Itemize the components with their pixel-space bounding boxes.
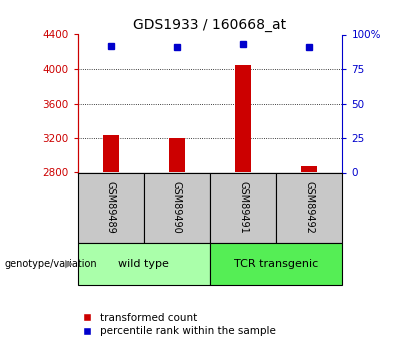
Text: wild type: wild type bbox=[118, 259, 169, 269]
Bar bbox=[210, 172, 276, 243]
Text: GSM89490: GSM89490 bbox=[172, 181, 182, 234]
Bar bbox=[78, 243, 210, 285]
Title: GDS1933 / 160668_at: GDS1933 / 160668_at bbox=[134, 18, 286, 32]
Bar bbox=[235, 65, 251, 172]
Bar bbox=[210, 243, 342, 285]
Bar bbox=[169, 138, 185, 172]
Text: GSM89489: GSM89489 bbox=[106, 181, 116, 234]
Text: GSM89492: GSM89492 bbox=[304, 181, 314, 234]
Bar bbox=[78, 172, 144, 243]
Text: ▶: ▶ bbox=[65, 259, 73, 269]
Legend: transformed count, percentile rank within the sample: transformed count, percentile rank withi… bbox=[83, 313, 276, 336]
Bar bbox=[276, 172, 342, 243]
Text: genotype/variation: genotype/variation bbox=[4, 259, 97, 269]
Bar bbox=[102, 135, 119, 172]
Bar bbox=[301, 166, 318, 172]
Text: TCR transgenic: TCR transgenic bbox=[234, 259, 318, 269]
Text: GSM89491: GSM89491 bbox=[238, 181, 248, 234]
Bar bbox=[144, 172, 210, 243]
